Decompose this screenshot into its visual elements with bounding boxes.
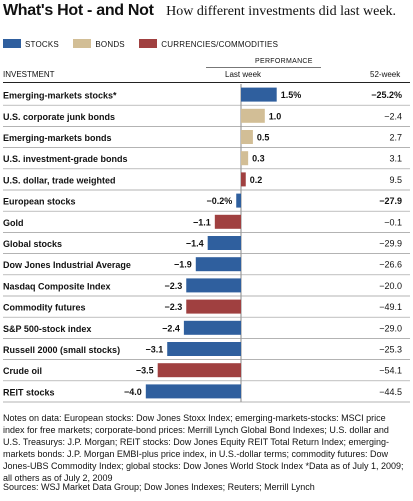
notes: Notes on data: European stocks: Dow Jone… [3, 413, 404, 483]
category-label: Nasdaq Composite Index [3, 281, 111, 291]
week52-label: −20.0 [379, 281, 402, 291]
chart-subtitle: How different investments did last week. [166, 4, 397, 19]
value-label: −2.3 [164, 281, 182, 291]
week52-label: −27.9 [379, 196, 402, 206]
value-label: 0.5 [257, 133, 270, 143]
category-label: U.S. dollar, trade weighted [3, 175, 116, 185]
week52-label: −25.3 [379, 345, 402, 355]
week52-label: −54.1 [379, 366, 402, 376]
investment-column-header: INVESTMENT [3, 70, 55, 79]
bar [186, 278, 241, 293]
value-label: −2.3 [164, 302, 182, 312]
category-label: Emerging-markets bonds [3, 133, 112, 143]
week52-column-header: 52-week [370, 70, 401, 79]
legend-label-bonds: BONDS [95, 40, 125, 49]
bar [241, 87, 277, 102]
legend-swatch-currencies [139, 39, 158, 48]
bar [241, 108, 265, 123]
bar [145, 384, 241, 399]
legend: STOCKS BONDS CURRENCIES/COMMODITIES [3, 39, 290, 49]
week52-label: −2.4 [384, 111, 402, 121]
legend-swatch-bonds [73, 39, 92, 48]
value-label: −3.1 [145, 345, 163, 355]
bar [241, 130, 253, 144]
category-label: REIT stocks [3, 387, 55, 397]
category-label: U.S. investment-grade bonds [3, 154, 128, 164]
legend-swatch-stocks [3, 39, 21, 48]
value-label: 0.3 [252, 154, 265, 164]
bar-chart: Emerging-markets stocks* 1.5% −25.2% U.S. c… [3, 84, 410, 403]
value-label: −1.1 [193, 217, 211, 227]
category-label: Emerging-markets stocks* [3, 91, 117, 101]
performance-header: PERFORMANCE [255, 58, 313, 65]
value-label: −3.5 [136, 366, 154, 376]
category-label: Crude oil [3, 366, 42, 376]
value-label: 0.2 [250, 175, 263, 185]
legend-label-currencies: CURRENCIES/COMMODITIES [161, 40, 279, 49]
week52-label: −25.2% [371, 90, 402, 100]
category-label: Russell 2000 (small stocks) [3, 345, 120, 355]
header-rule [3, 82, 410, 83]
bar [236, 193, 241, 208]
value-label: 1.5% [281, 90, 302, 100]
value-label: −2.4 [162, 323, 180, 333]
bar [157, 363, 241, 378]
value-label: −1.4 [186, 239, 204, 249]
category-label: U.S. corporate junk bonds [3, 112, 115, 122]
legend-label-stocks: STOCKS [25, 40, 59, 49]
bar [195, 257, 241, 272]
bar [214, 214, 241, 229]
week52-label: 3.1 [389, 154, 402, 164]
value-label: −1.9 [174, 260, 192, 270]
week52-label: 9.5 [389, 175, 402, 185]
title-row: What's Hot - and Not How different inves… [3, 2, 396, 20]
week52-label: −29.9 [379, 239, 402, 249]
bar [183, 320, 241, 335]
bar [241, 151, 249, 166]
last-week-column-header: Last week [225, 70, 262, 79]
category-label: Gold [3, 218, 24, 228]
value-label: −0.2% [206, 196, 232, 206]
category-label: Global stocks [3, 239, 62, 249]
performance-rule [206, 67, 321, 68]
legend-item-stocks: STOCKS [3, 39, 59, 49]
week52-label: −0.1 [384, 217, 402, 227]
week52-label: 2.7 [389, 133, 402, 143]
category-label: Commodity futures [3, 303, 86, 313]
category-label: European stocks [3, 197, 76, 207]
bar [241, 172, 246, 187]
bar [167, 342, 241, 356]
category-label: S&P 500-stock index [3, 324, 91, 334]
sources: Sources: WSJ Market Data Group; Dow Jone… [3, 482, 315, 492]
chart-title: What's Hot - and Not [3, 2, 154, 19]
week52-label: −49.1 [379, 302, 402, 312]
value-label: −4.0 [124, 387, 142, 397]
legend-item-bonds: BONDS [73, 39, 125, 49]
legend-item-currencies: CURRENCIES/COMMODITIES [139, 39, 278, 49]
week52-label: −29.0 [379, 323, 402, 333]
bar [207, 236, 241, 250]
week52-label: −44.5 [379, 387, 402, 397]
week52-label: −26.6 [379, 260, 402, 270]
category-label: Dow Jones Industrial Average [3, 260, 131, 270]
value-label: 1.0 [269, 111, 282, 121]
bar [186, 299, 241, 314]
